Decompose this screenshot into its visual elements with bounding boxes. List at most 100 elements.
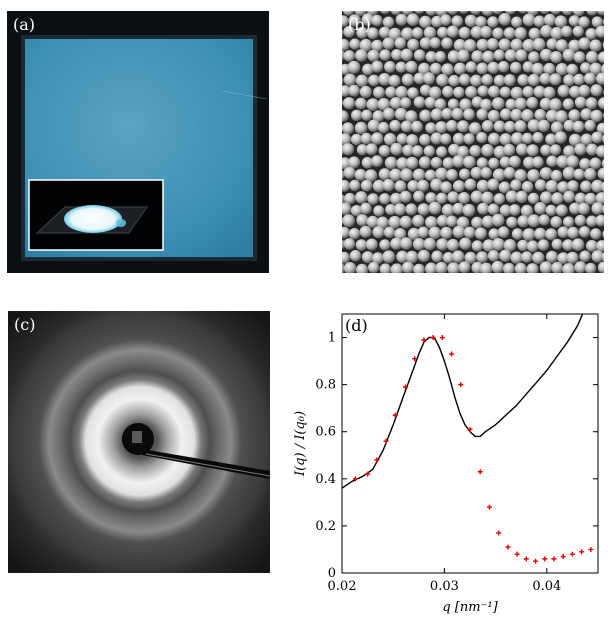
sphere: [510, 251, 523, 264]
sphere: [539, 261, 553, 273]
sphere: [563, 74, 575, 87]
sphere: [476, 157, 489, 169]
panel-c-scattering: (c): [8, 311, 270, 573]
sphere: [342, 179, 351, 192]
sphere: [580, 62, 592, 74]
sphere: [578, 226, 591, 238]
panel-a-photo: (a): [7, 11, 269, 273]
sphere: [491, 213, 505, 227]
sphere: [596, 122, 604, 135]
sphere: [550, 27, 564, 40]
sphere: [481, 74, 493, 86]
sphere: [419, 133, 431, 146]
sphere: [414, 11, 425, 14]
panel-b-micrograph: (b): [342, 11, 604, 273]
sphere: [457, 49, 470, 62]
film-photo: [7, 11, 269, 273]
sphere: [453, 39, 467, 52]
sphere: [577, 202, 590, 215]
sphere: [440, 133, 452, 145]
sphere: [549, 98, 562, 112]
sphere: [379, 239, 391, 251]
sphere: [402, 144, 414, 157]
sphere: [520, 204, 534, 217]
sphere: [597, 167, 604, 180]
sphere: [362, 63, 374, 76]
sphere: [568, 15, 580, 27]
sphere: [595, 214, 604, 227]
sphere: [342, 226, 350, 239]
sphere: [351, 109, 363, 122]
sphere: [413, 190, 425, 202]
sphere: [523, 156, 536, 169]
sphere: [487, 250, 500, 262]
sphere: [464, 14, 478, 27]
sphere: [597, 51, 604, 64]
sphere: [406, 156, 419, 170]
sphere: [382, 107, 395, 120]
sphere: [385, 204, 397, 216]
sphere: [388, 215, 402, 229]
sphere: [522, 228, 536, 242]
sphere: [503, 27, 516, 39]
sphere: [499, 249, 512, 262]
sphere: [413, 263, 425, 273]
sphere: [563, 216, 575, 228]
data-point: [569, 551, 575, 557]
sphere: [368, 74, 380, 87]
sphere: [486, 38, 499, 51]
data-point: [496, 530, 502, 536]
sphere: [591, 131, 603, 144]
sphere: [373, 205, 385, 217]
sphere: [560, 25, 573, 38]
chart-panel-label: (d): [345, 316, 368, 335]
sphere: [452, 132, 465, 145]
sphere: [412, 214, 425, 228]
sphere: [382, 250, 396, 264]
panel-a-label: (a): [13, 15, 36, 34]
sphere: [428, 201, 442, 215]
sphere: [440, 14, 452, 26]
sphere: [429, 62, 442, 75]
sphere: [572, 120, 585, 133]
sphere: [601, 252, 604, 262]
sphere: [356, 214, 369, 227]
sphere: [527, 169, 540, 182]
sphere: [406, 134, 419, 147]
sphere: [481, 120, 494, 132]
sphere: [499, 156, 512, 168]
sphere: [350, 205, 363, 217]
sphere: [503, 74, 516, 87]
sphere: [504, 120, 516, 133]
sphere: [361, 109, 373, 121]
sphere: [509, 204, 521, 216]
sphere: [573, 73, 585, 86]
sphere: [435, 261, 448, 273]
sphere: [451, 107, 464, 120]
sphere: [476, 132, 488, 144]
sphere: [533, 15, 546, 28]
sphere: [382, 179, 395, 192]
sphere: [431, 250, 444, 263]
sphere: [394, 107, 408, 121]
sphere: [365, 143, 378, 156]
sphere: [602, 134, 604, 144]
sphere: [510, 86, 524, 100]
sphere: [428, 86, 442, 99]
sphere: [522, 13, 536, 27]
sphere: [555, 204, 568, 217]
sphere: [493, 74, 506, 87]
sphere: [390, 192, 403, 205]
sphere: [343, 238, 356, 250]
sphere: [371, 155, 383, 168]
sphere: [503, 239, 517, 252]
sphere: [382, 37, 395, 50]
sphere: [425, 192, 437, 204]
data-point: [365, 471, 371, 477]
sphere: [342, 110, 349, 123]
sphere: [411, 145, 424, 157]
sphere: [376, 216, 389, 229]
sphere: [574, 96, 587, 109]
sphere: [356, 263, 369, 273]
data-point: [421, 337, 427, 343]
